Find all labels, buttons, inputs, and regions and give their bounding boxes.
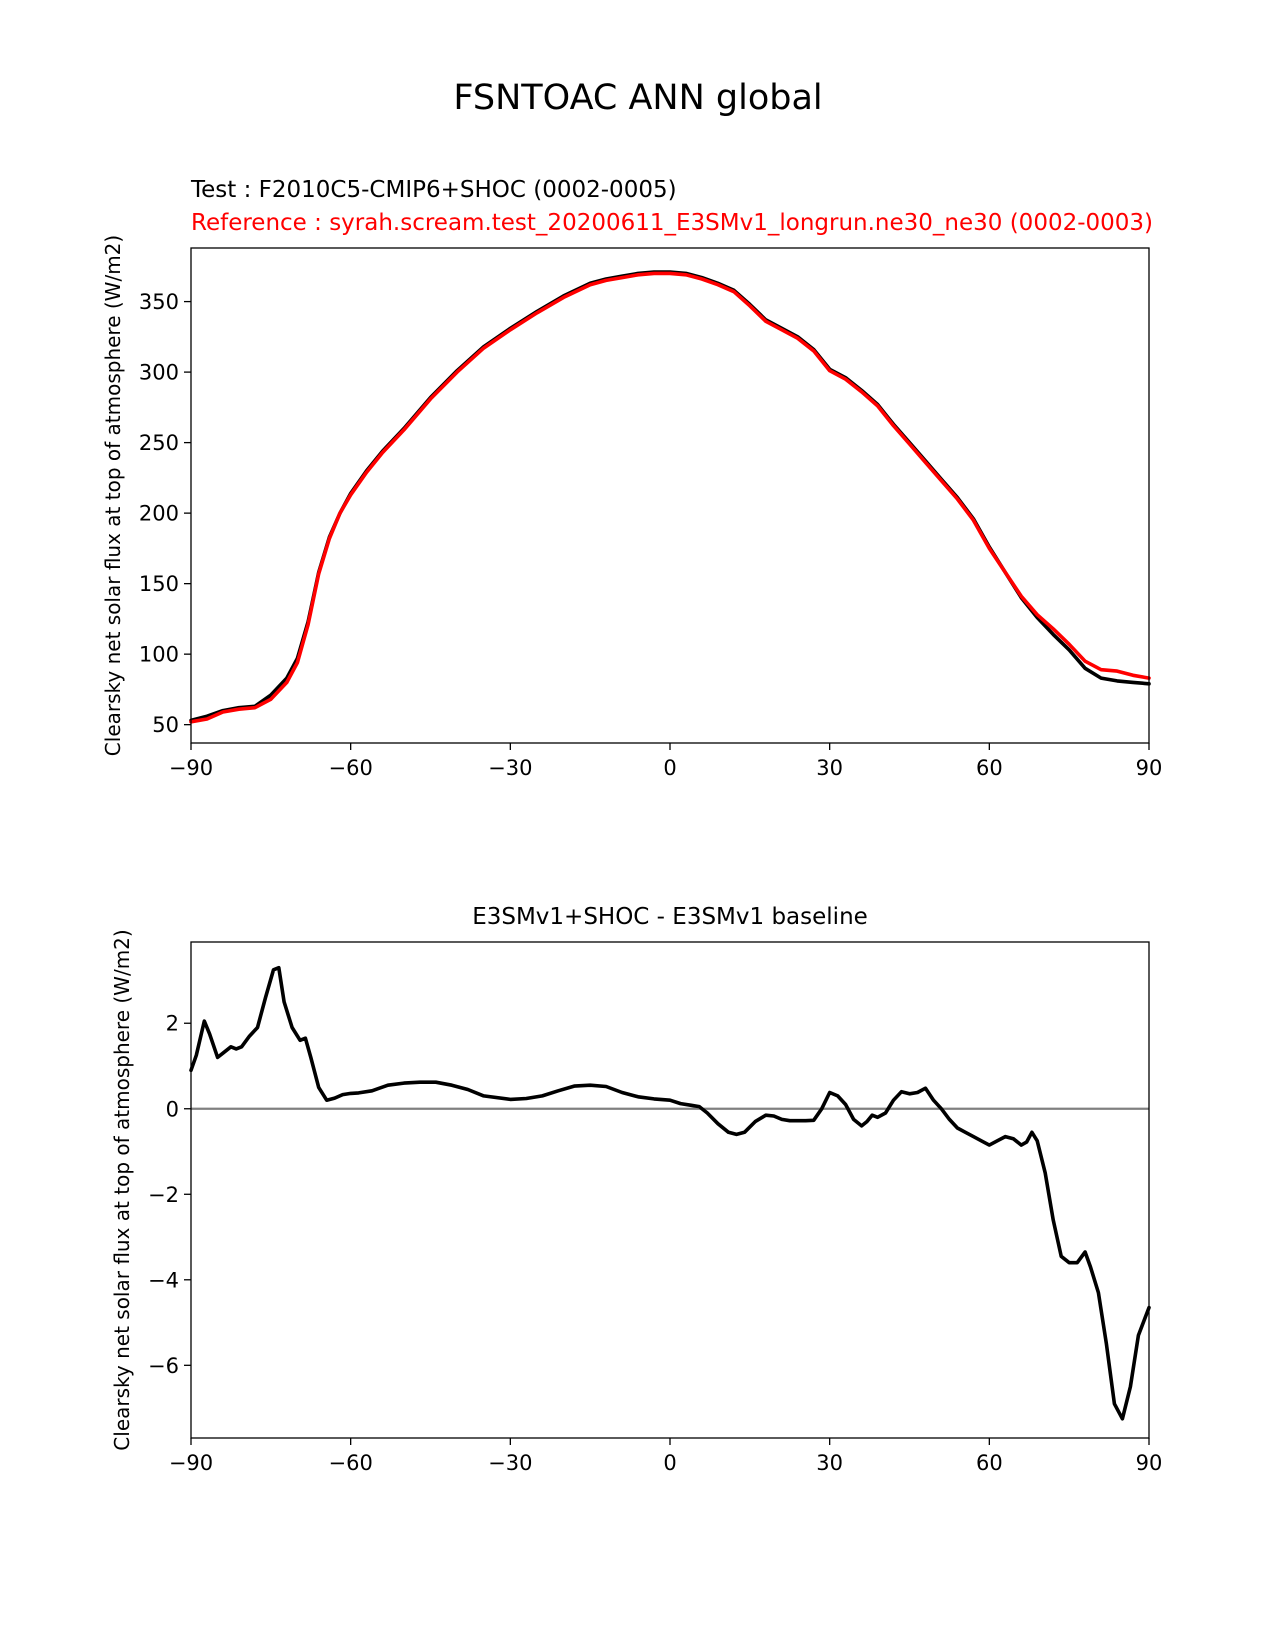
top-ytick-label: 100 — [139, 643, 179, 667]
bottom-ytick-label: 2 — [166, 1012, 179, 1036]
bottom-ylabel: Clearsky net solar flux at top of atmosp… — [110, 929, 134, 1450]
top-xtick-label: 60 — [976, 756, 1003, 780]
bottom-ytick-label: −6 — [148, 1354, 179, 1378]
bottom-xtick-label: 30 — [816, 1451, 843, 1475]
top-ylabel: Clearsky net solar flux at top of atmosp… — [101, 235, 125, 756]
top-ytick-label: 300 — [139, 361, 179, 385]
bottom-panel-title: E3SMv1+SHOC - E3SMv1 baseline — [472, 904, 868, 930]
top-xtick-label: −60 — [329, 756, 373, 780]
bottom-ytick-label: −2 — [148, 1183, 179, 1207]
bottom-xtick-label: 90 — [1136, 1451, 1163, 1475]
bottom-xtick-label: 60 — [976, 1451, 1003, 1475]
bottom-ytick-label: −4 — [148, 1268, 179, 1292]
bottom-xtick-label: 0 — [663, 1451, 676, 1475]
top-ytick-label: 350 — [139, 290, 179, 314]
top-xtick-label: 90 — [1136, 756, 1163, 780]
top-series-reference-line — [189, 271, 1151, 724]
bottom-panel-plot: −90 −60 −30 0 30 60 90 −6 −4 −2 0 2 Clearsky net sol… — [110, 929, 1162, 1475]
top-xtick-label: −90 — [169, 756, 213, 780]
top-ytick-label: 200 — [139, 502, 179, 526]
top-ytick-label: 150 — [139, 572, 179, 596]
top-ytick-label: 50 — [152, 713, 179, 737]
top-panel-reference-title: Reference : syrah.scream.test_20200611_E… — [191, 210, 1153, 236]
top-xtick-label: −30 — [488, 756, 532, 780]
bottom-xtick-label: −60 — [329, 1451, 373, 1475]
top-ytick-label: 250 — [139, 431, 179, 455]
top-panel-test-title: Test : F2010C5-CMIP6+SHOC (0002-0005) — [190, 177, 677, 203]
figure-title: FSNTOAC ANN global — [453, 78, 822, 118]
top-xtick-label: 0 — [663, 756, 676, 780]
top-panel-plot: −90 −60 −30 0 30 60 90 50 100 150 200 250 300 350 Clea… — [101, 235, 1162, 780]
bottom-xtick-label: −90 — [169, 1451, 213, 1475]
bottom-xtick-label: −30 — [488, 1451, 532, 1475]
bottom-ytick-label: 0 — [166, 1097, 179, 1121]
bottom-series-difference-line — [189, 965, 1151, 1421]
top-xtick-label: 30 — [816, 756, 843, 780]
